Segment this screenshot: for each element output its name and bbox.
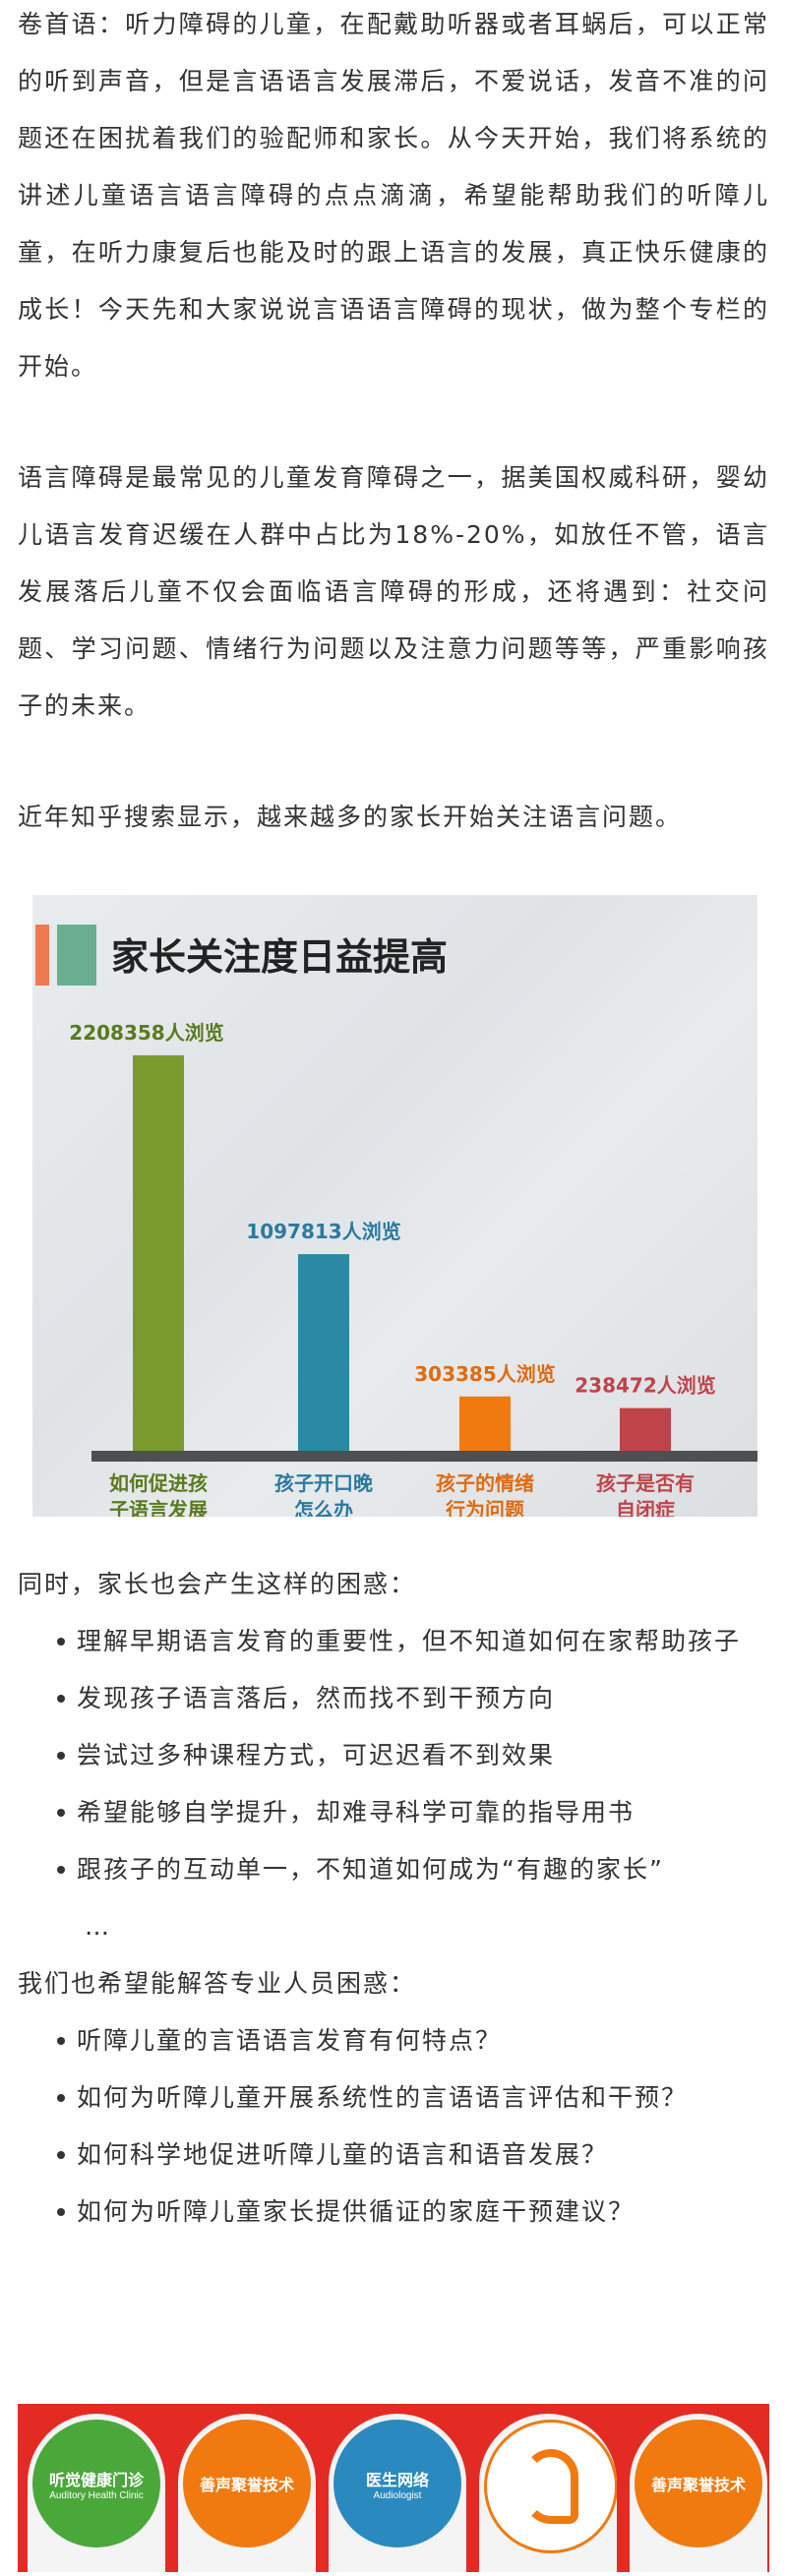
data-label-3: 303385人浏览	[414, 1362, 556, 1386]
attention-chart-svg: 家长关注度日益提高2208358人浏览如何促进孩子语言发展1097813人浏览孩…	[35, 925, 757, 1517]
chart-title: 家长关注度日益提高	[111, 935, 448, 979]
title-accent-green	[57, 925, 96, 986]
data-label-1: 2208358人浏览	[69, 1021, 223, 1045]
partner-title: 医生网络	[365, 2472, 429, 2489]
x-axis-line	[91, 1451, 757, 1462]
pro-confusion-item: 听障儿童的言语语言发育有何特点？	[18, 2012, 769, 2069]
zhihu-paragraph: 近年知乎搜索显示，越来越多的家长开始关注语言问题。	[18, 803, 683, 831]
parent-confusion-item: 跟孩子的互动单一，不知道如何成为“有趣的家长”	[18, 1841, 769, 1898]
ellipsis: …	[85, 1912, 109, 1941]
bar-2	[298, 1254, 349, 1451]
category-label-2: 怎么办	[294, 1498, 353, 1517]
partner-logo-icon: 善声聚誉技术	[635, 2420, 762, 2547]
partner-tile[interactable]: 善声聚誉技术	[178, 2414, 316, 2572]
attention-chart: 家长关注度日益提高 2208358人浏览 如何促进孩 子语言发展 1097813人浏览孩…	[32, 895, 757, 1517]
category-label-3: 行为问题	[445, 1498, 525, 1517]
pro-confusion-item: 如何科学地促进听障儿童的语言和语音发展？	[18, 2127, 769, 2184]
pro-confusion-item-text: 如何为听障儿童开展系统性的言语语言评估和干预？	[77, 2083, 689, 2112]
parent-confusion-intro: 同时，家长也会产生这样的困惑：	[18, 1570, 417, 1598]
partner-logo-icon: 听觉健康门诊 Auditory Health Clinic	[32, 2420, 160, 2547]
bar-3	[459, 1396, 511, 1451]
bullet-dot-icon	[57, 2151, 65, 2159]
category-label-1: 如何促进孩	[109, 1471, 208, 1495]
pro-confusion-item: 如何为听障儿童家长提供循证的家庭干预建议？	[18, 2184, 769, 2241]
partner-subtitle: Audiologist	[373, 2489, 422, 2501]
partner-title: 善声聚誉技术	[199, 2478, 294, 2494]
partner-subtitle: Auditory Health Clinic	[49, 2489, 144, 2501]
partner-logo-icon	[484, 2420, 617, 2553]
partner-title: 听觉健康门诊	[48, 2472, 144, 2489]
bar-4	[620, 1408, 671, 1451]
partner-title: 善声聚誉技术	[650, 2478, 746, 2494]
bullet-dot-icon	[57, 1752, 65, 1760]
pro-confusion-intro: 我们也希望能解答专业人员困惑：	[18, 1969, 417, 1998]
ear-icon	[523, 2449, 578, 2524]
category-label-1: 子语言发展	[109, 1498, 208, 1517]
parent-confusion-list: 理解早期语言发育的重要性，但不知道如何在家帮助孩子 发现孩子语言落后，然而找不到干…	[18, 1613, 769, 1898]
article: 卷首语：听力障碍的儿童，在配戴助听器或者耳蜗后，可以正常的听到声音，但是言语语言…	[18, 10, 769, 2241]
bullet-dot-icon	[57, 1809, 65, 1817]
pro-confusion-item-text: 如何科学地促进听障儿童的语言和语音发展？	[77, 2140, 609, 2169]
partner-banner: 听觉健康门诊 Auditory Health Clinic 善声聚誉技术 医生网络 Au…	[18, 2404, 769, 2572]
bullet-dot-icon	[57, 2208, 65, 2216]
category-label-4: 自闭症	[616, 1498, 675, 1517]
partner-tile[interactable]: 善声聚誉技术	[630, 2414, 767, 2572]
bullet-dot-icon	[57, 2037, 65, 2045]
pro-confusion-item-text: 如何为听障儿童家长提供循证的家庭干预建议？	[77, 2197, 636, 2226]
category-label-4: 孩子是否有	[596, 1471, 695, 1495]
data-label-4: 238472人浏览	[575, 1374, 716, 1398]
parent-confusion-item-text: 发现孩子语言落后，然而找不到干预方向	[77, 1684, 556, 1712]
category-label-2: 孩子开口晚	[274, 1471, 373, 1495]
parent-confusion-item-text: 尝试过多种课程方式，可迟迟看不到效果	[77, 1741, 556, 1769]
prevalence-paragraph: 语言障碍是最常见的儿童发育障碍之一，据美国权威科研，婴幼儿语言发育迟缓在人群中占…	[18, 463, 769, 720]
parent-confusion-item: 希望能够自学提升，却难寻科学可靠的指导用书	[18, 1784, 769, 1841]
bullet-dot-icon	[57, 1695, 65, 1703]
pro-confusion-item-text: 听障儿童的言语语言发育有何特点？	[77, 2026, 503, 2055]
parent-confusion-item: 理解早期语言发育的重要性，但不知道如何在家帮助孩子	[18, 1613, 769, 1670]
pro-confusion-list: 听障儿童的言语语言发育有何特点？ 如何为听障儿童开展系统性的言语语言评估和干预？ 如…	[18, 2012, 769, 2241]
parent-confusion-item-text: 跟孩子的互动单一，不知道如何成为“有趣的家长”	[77, 1855, 664, 1884]
partner-logo-icon: 善声聚誉技术	[183, 2420, 311, 2547]
bar-1	[133, 1054, 184, 1451]
parent-confusion-item-text: 理解早期语言发育的重要性，但不知道如何在家帮助孩子	[77, 1627, 742, 1655]
category-label-3: 孩子的情绪	[436, 1471, 534, 1495]
bullet-dot-icon	[57, 1866, 65, 1874]
title-accent-orange	[35, 925, 49, 986]
intro-paragraph: 卷首语：听力障碍的儿童，在配戴助听器或者耳蜗后，可以正常的听到声音，但是言语语言…	[18, 10, 769, 381]
partner-logo-icon: 医生网络 Audiologist	[333, 2420, 461, 2547]
bullet-dot-icon	[57, 1638, 65, 1646]
bullet-dot-icon	[57, 2094, 65, 2102]
partner-tile[interactable]	[479, 2414, 617, 2572]
partner-tile[interactable]: 听觉健康门诊 Auditory Health Clinic	[28, 2414, 165, 2572]
parent-confusion-item: 发现孩子语言落后，然而找不到干预方向	[18, 1670, 769, 1727]
parent-confusion-item: 尝试过多种课程方式，可迟迟看不到效果	[18, 1727, 769, 1784]
partner-tile[interactable]: 医生网络 Audiologist	[329, 2414, 466, 2572]
parent-confusion-item-text: 希望能够自学提升，却难寻科学可靠的指导用书	[77, 1798, 636, 1827]
pro-confusion-item: 如何为听障儿童开展系统性的言语语言评估和干预？	[18, 2069, 769, 2127]
data-label-2: 1097813人浏览	[246, 1220, 400, 1243]
